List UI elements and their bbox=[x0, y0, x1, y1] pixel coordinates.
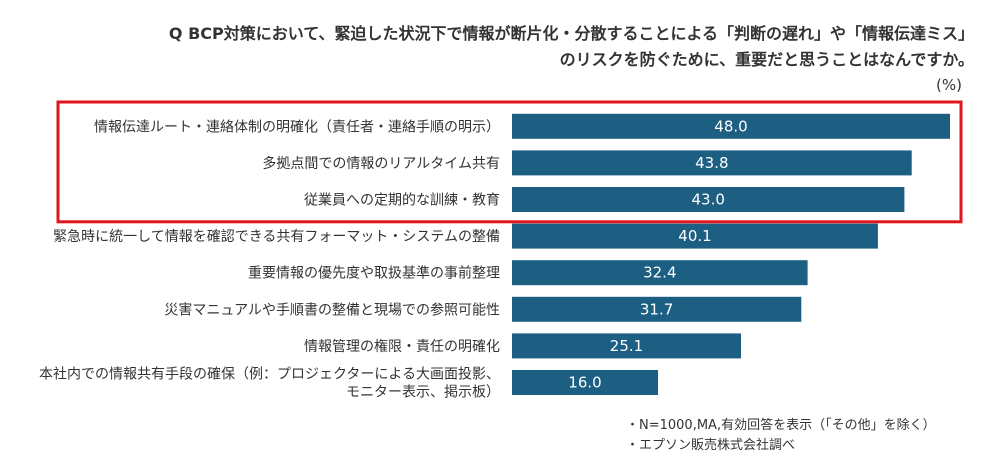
unit-label: (%) bbox=[936, 76, 962, 94]
highlight-box bbox=[56, 100, 963, 224]
bar-6 bbox=[512, 333, 741, 359]
footnote-sample: ・N=1000,MA,有効回答を表示（「その他」を除く） bbox=[626, 418, 936, 433]
category-label-5: 災害マニュアルや手順書の整備と現場での参照可能性 bbox=[164, 301, 500, 318]
category-label-0: 情報伝達ルート・連絡体制の明確化（責任者・連絡手順の明示） bbox=[94, 119, 500, 135]
bar-0 bbox=[512, 113, 950, 139]
footnote-source: ・エプソン販売株式会社調べ bbox=[626, 438, 796, 453]
category-label-2: 従業員への定期的な訓練・教育 bbox=[304, 193, 500, 209]
category-label-6: 情報管理の権限・責任の明確化 bbox=[304, 338, 500, 355]
bar-7 bbox=[512, 370, 658, 395]
bar-value-label-6: 25.1 bbox=[610, 337, 643, 355]
bar-5 bbox=[512, 296, 802, 322]
bar-1 bbox=[512, 150, 912, 176]
category-label-7-line-1: モニター表示、掲示板） bbox=[346, 385, 500, 401]
bar-value-label-1: 43.8 bbox=[695, 154, 728, 172]
category-label-3: 緊急時に統一して情報を確認できる共有フォーマット・システムの整備 bbox=[53, 229, 500, 245]
bar-3 bbox=[512, 223, 878, 249]
bar-value-label-4: 32.4 bbox=[643, 264, 676, 282]
bar-value-label-7: 16.0 bbox=[568, 374, 601, 392]
bar-value-label-3: 40.1 bbox=[678, 227, 711, 245]
bar-2 bbox=[512, 187, 905, 212]
chart-title-line-1: Q BCP対策において、緊迫した状況下で情報が断片化・分散することによる「判断の… bbox=[168, 24, 974, 43]
chart-title-line-2: のリスクを防ぐために、重要だと思うことはなんですか。 bbox=[559, 50, 974, 69]
bar-4 bbox=[512, 260, 808, 286]
bar-value-label-5: 31.7 bbox=[640, 300, 673, 318]
category-label-4: 重要情報の優先度や取扱基準の事前整理 bbox=[248, 265, 500, 282]
category-label-7-line-0: 本社内での情報共有手段の確保（例：プロジェクターによる大画面投影、 bbox=[39, 367, 500, 383]
bar-value-label-2: 43.0 bbox=[691, 191, 724, 209]
bar-value-label-0: 48.0 bbox=[714, 117, 747, 135]
category-label-1: 多拠点間での情報のリアルタイム共有 bbox=[262, 155, 500, 172]
